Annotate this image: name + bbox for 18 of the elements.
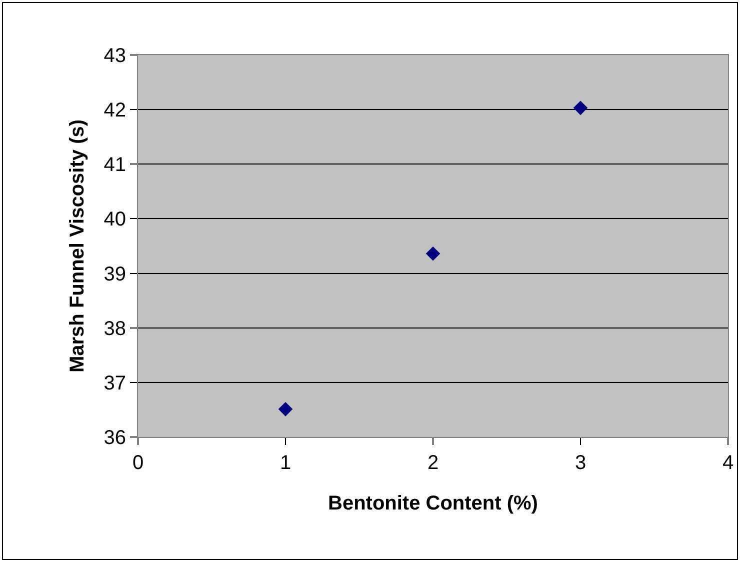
x-tick-label: 3 — [574, 452, 586, 474]
x-tick-label: 2 — [427, 452, 439, 474]
x-axis-title: Bentonite Content (%) — [328, 492, 538, 514]
point — [278, 402, 293, 416]
point — [426, 246, 440, 261]
y-tick-label: 42 — [104, 100, 126, 122]
y-axis-title: Marsh Funnel Viscosity (s) — [66, 119, 88, 373]
y-tick-label: 37 — [104, 372, 126, 394]
y-tick-label: 43 — [104, 45, 126, 67]
y-tick-label: 39 — [104, 263, 126, 286]
x-tick-label: 4 — [722, 452, 734, 474]
y-tick-label: 41 — [104, 154, 126, 176]
y-tick-label: 36 — [104, 427, 126, 449]
x-tick-label: 1 — [280, 452, 292, 474]
x-tick-label: 0 — [132, 452, 144, 474]
point — [573, 100, 588, 116]
y-tick-label: 40 — [104, 208, 126, 231]
y-tick-label: 38 — [104, 318, 126, 340]
